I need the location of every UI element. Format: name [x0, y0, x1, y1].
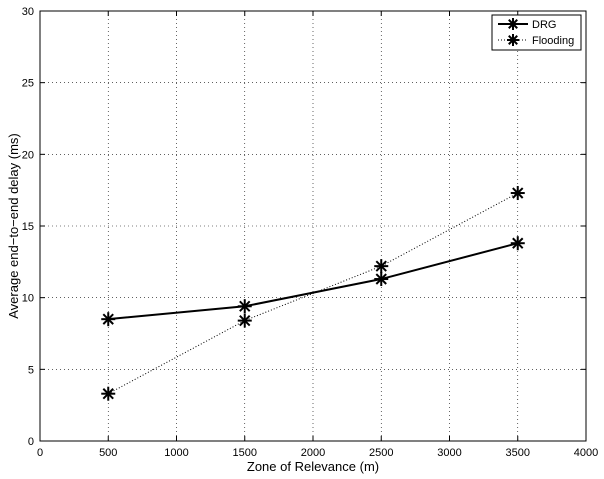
x-axis-label: Zone of Relevance (m)	[247, 459, 379, 474]
y-tick-label: 0	[28, 436, 34, 448]
series-flooding-line	[108, 192, 518, 395]
legend-label-flooding: Flooding	[532, 35, 574, 47]
y-tick-label: 20	[22, 149, 34, 161]
series-drg	[101, 236, 525, 327]
x-tick-label: 4000	[574, 447, 598, 459]
series-drg-point	[101, 312, 116, 327]
series-flooding-point	[237, 313, 252, 328]
series-flooding-point	[101, 386, 116, 401]
legend-marker-drg	[507, 18, 519, 30]
axis-ticks: 0 500 1000 1500 2000 2500 3000 3500 4000 0 5 10 15 20…	[22, 6, 598, 459]
series-drg-point	[374, 272, 389, 287]
series-flooding	[101, 186, 525, 401]
legend-entry-drg: DRG	[498, 18, 556, 31]
legend-entry-flooding: Flooding	[498, 34, 574, 47]
series	[101, 186, 525, 401]
series-flooding-point	[510, 186, 525, 201]
legend: DRG Flooding	[491, 14, 582, 51]
grid	[40, 11, 586, 441]
legend-box	[491, 14, 582, 51]
series-flooding-point	[374, 259, 389, 274]
x-tick-label: 1000	[164, 447, 188, 459]
x-tick-label: 500	[99, 447, 117, 459]
x-tick-label: 3500	[506, 447, 530, 459]
legend-label-drg: DRG	[532, 19, 556, 31]
legend-marker-flooding	[507, 34, 519, 46]
y-tick-label: 5	[28, 364, 34, 376]
y-tick-label: 10	[22, 293, 34, 305]
y-tick-label: 30	[22, 6, 34, 18]
x-tick-label: 2500	[369, 447, 393, 459]
x-tick-label: 0	[37, 447, 43, 459]
y-tick-label: 15	[22, 221, 34, 233]
series-drg-point	[510, 236, 525, 251]
x-tick-label: 3000	[437, 447, 461, 459]
x-tick-label: 1500	[233, 447, 257, 459]
series-drg-line	[108, 242, 519, 321]
x-tick-label: 2000	[301, 447, 325, 459]
y-tick-label: 25	[22, 78, 34, 90]
series-drg-point	[237, 299, 252, 314]
y-axis-label: Average end−to−end delay (ms)	[6, 133, 21, 319]
